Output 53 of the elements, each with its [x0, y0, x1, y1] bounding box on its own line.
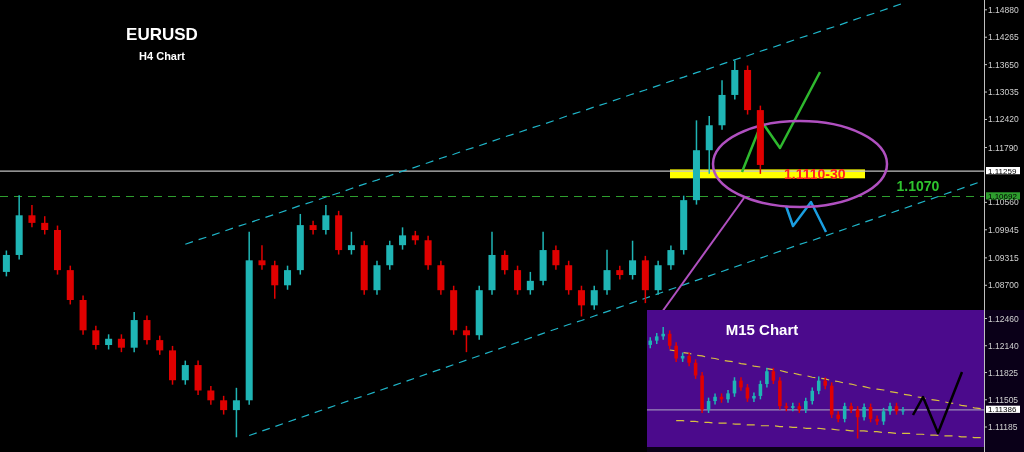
candlestick	[674, 341, 678, 363]
ref-line-label: 1.11386	[988, 405, 1017, 415]
y-tick-label: 1.11505	[988, 394, 1019, 405]
y-tick-label: 1.13650	[988, 59, 1019, 70]
candlestick	[220, 395, 228, 416]
line-series	[248, 182, 979, 437]
text: EURUSD	[126, 25, 198, 44]
ref-line-label: 1.11259	[988, 166, 1017, 176]
candlestick	[92, 325, 100, 351]
y-tick-label: 1.14265	[988, 32, 1019, 43]
candlestick	[629, 239, 637, 281]
candlestick	[399, 226, 407, 251]
candlestick	[514, 264, 522, 296]
candlestick	[156, 334, 164, 356]
candlestick	[28, 204, 36, 229]
y-tick-label: 1.11790	[988, 142, 1019, 153]
candlestick	[462, 325, 470, 353]
candlestick	[590, 284, 598, 311]
candlestick	[791, 402, 795, 413]
candlestick	[232, 387, 240, 439]
candlestick	[181, 359, 189, 386]
candlestick	[207, 385, 215, 406]
y-tick-label: 1.13035	[988, 87, 1019, 98]
text: M15 Chart	[725, 321, 799, 338]
candlestick	[577, 284, 585, 318]
candlestick	[347, 231, 355, 256]
candlestick	[322, 204, 330, 236]
candlestick	[258, 244, 266, 271]
line-series	[675, 420, 982, 439]
candlestick	[603, 248, 611, 296]
candlestick	[501, 249, 509, 276]
candlestick	[2, 249, 10, 278]
candlestick	[901, 406, 905, 416]
candlestick	[552, 244, 560, 271]
y-tick-label: 1.12460	[988, 313, 1019, 324]
y-tick-label: 1.09315	[988, 252, 1019, 263]
y-tick-label: 1.14880	[988, 4, 1019, 15]
y-tick-label: 1.11185	[988, 422, 1018, 432]
y-tick-label: 1.08700	[988, 280, 1019, 291]
y-tick-label: 1.12140	[988, 340, 1019, 351]
candlestick	[765, 367, 769, 389]
y-tick-label: 1.11825	[988, 367, 1019, 378]
text: H4 Chart	[139, 50, 186, 62]
candlestick	[284, 264, 292, 291]
y-tick-label: 1.09945	[988, 224, 1019, 235]
candlestick	[667, 244, 675, 271]
annotation: 1.1070	[896, 178, 940, 195]
candlestick	[271, 260, 279, 300]
y-tick-label: 1.12420	[988, 114, 1019, 125]
candlestick	[526, 271, 534, 296]
candlestick	[143, 314, 151, 346]
candlestick	[386, 239, 394, 271]
candlestick	[41, 215, 49, 236]
